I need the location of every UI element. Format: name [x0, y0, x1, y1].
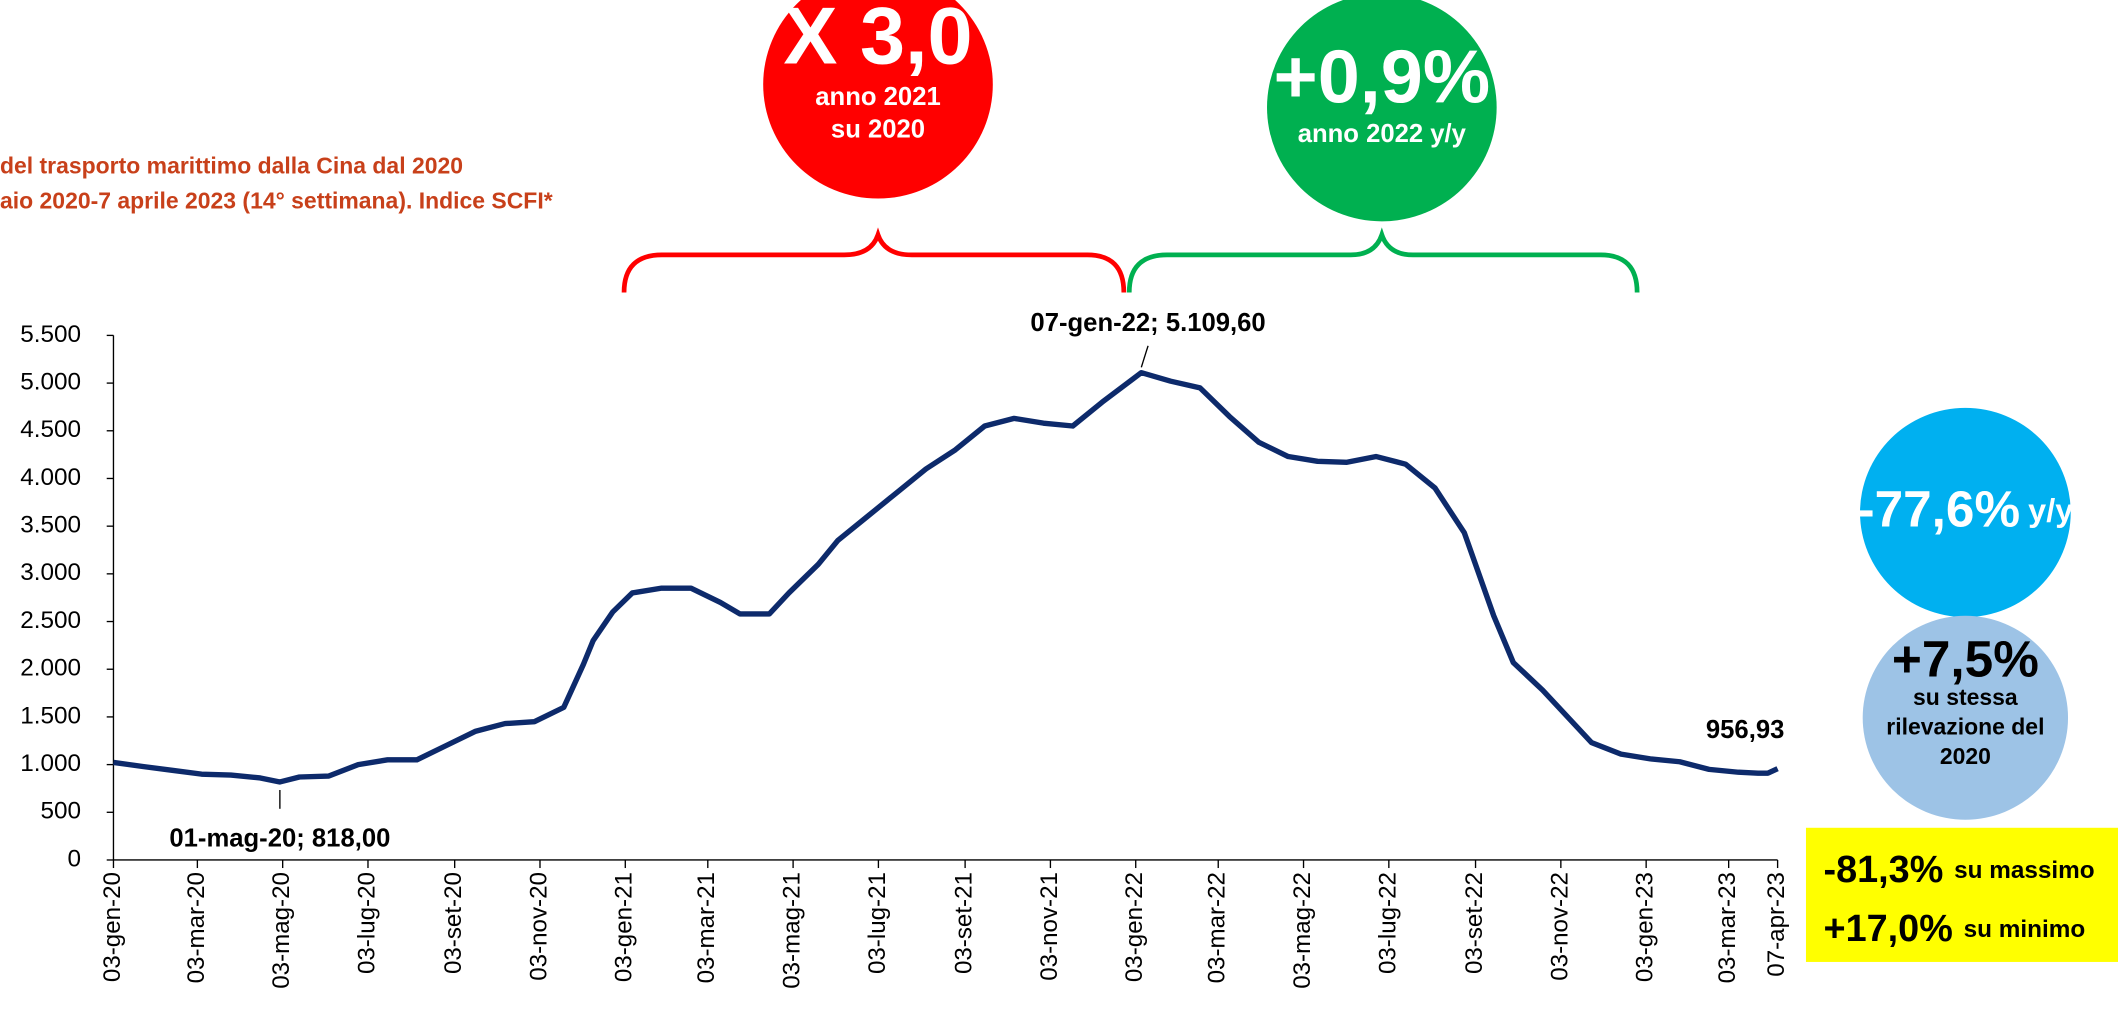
- badge-headline: +7,5%: [1892, 631, 2039, 688]
- y-tick-label: 4.500: [20, 416, 81, 443]
- badge-suffix: y/y: [2028, 492, 2073, 528]
- x-tick-label: 03-lug-22: [1374, 872, 1401, 974]
- summary-row: +17,0% su minimo: [1824, 907, 2086, 949]
- x-tick-label: 03-nov-21: [1036, 872, 1063, 981]
- data-label: 07-gen-22; 5.109,60: [1030, 309, 1265, 337]
- x-tick-label: 03-gen-22: [1121, 872, 1148, 982]
- badge-line: anno 2021: [815, 83, 940, 111]
- x-tick-label: 03-set-22: [1461, 872, 1488, 974]
- x-tick-label: 03-gen-23: [1632, 872, 1659, 982]
- y-tick-label: 2.000: [20, 655, 81, 682]
- summary-note: su massimo: [1954, 858, 2094, 885]
- badge-line: 2020: [1940, 743, 1991, 769]
- data-label: 956,93: [1706, 716, 1784, 744]
- data-label: 01-mag-20; 818,00: [169, 824, 390, 852]
- y-tick-label: 3.000: [20, 559, 81, 586]
- x-tick-label: 07-apr-23: [1763, 872, 1790, 977]
- badge-line: su stessa: [1913, 684, 2018, 710]
- y-tick-label: 500: [40, 798, 81, 825]
- x-tick-label: 03-gen-21: [611, 872, 638, 982]
- badge-headline: +0,9%: [1274, 35, 1491, 119]
- x-tick-label: 03-nov-22: [1546, 872, 1573, 981]
- x-tick-label: 03-mar-20: [183, 872, 210, 983]
- summary-figure: -81,3%: [1824, 848, 1944, 890]
- summary-figure: +17,0%: [1824, 907, 1953, 949]
- x-tick-label: 03-mag-20: [268, 872, 295, 989]
- label-leader: [1140, 345, 1149, 368]
- badge: [763, 0, 993, 199]
- x-tick-label: 03-nov-20: [525, 872, 552, 981]
- badge-line: su 2020: [831, 115, 925, 143]
- badge: [1860, 407, 2071, 618]
- badge-line: anno 2022 y/y: [1298, 120, 1467, 148]
- y-tick-label: 5.500: [20, 321, 81, 348]
- y-tick-label: 1.500: [20, 702, 81, 729]
- y-tick-label: 1.000: [20, 750, 81, 777]
- x-tick-label: 03-mag-22: [1289, 872, 1316, 989]
- chart-title: aio 2020-7 aprile 2023 (14° settimana). …: [0, 188, 553, 214]
- x-tick-label: 03-mar-23: [1714, 872, 1741, 983]
- summary-row: -81,3% su massimo: [1824, 848, 2095, 890]
- summary-note: su minimo: [1964, 917, 2086, 944]
- y-tick-label: 0: [68, 845, 82, 872]
- bracket-2022: [1126, 227, 1640, 293]
- x-tick-label: 03-lug-21: [864, 872, 891, 974]
- chart-title: del trasporto marittimo dalla Cina dal 2…: [0, 153, 463, 179]
- badge: [1267, 0, 1497, 222]
- badge-headline: X 3,0: [783, 0, 972, 81]
- x-tick-label: 03-mar-22: [1204, 872, 1231, 983]
- bracket-2021: [621, 227, 1127, 293]
- badge-line: rilevazione del: [1886, 713, 2044, 739]
- series-line: [113, 369, 1779, 785]
- x-tick-label: 03-gen-20: [99, 872, 126, 982]
- badge: [1862, 615, 2069, 820]
- y-tick-label: 3.500: [20, 512, 81, 539]
- badge-headline: -77,6% y/y: [1857, 480, 2073, 537]
- y-tick-label: 5.000: [20, 369, 81, 396]
- x-tick-label: 03-mar-21: [693, 872, 720, 983]
- x-tick-label: 03-lug-20: [353, 872, 380, 974]
- y-tick-label: 4.000: [20, 464, 81, 491]
- x-tick-label: 03-mag-21: [778, 872, 805, 989]
- x-tick-label: 03-set-21: [950, 872, 977, 974]
- y-tick-label: 2.500: [20, 607, 81, 634]
- x-tick-label: 03-set-20: [440, 872, 467, 974]
- summary-box: [1805, 827, 2118, 962]
- badge-headline-value: -77,6%: [1857, 480, 2020, 537]
